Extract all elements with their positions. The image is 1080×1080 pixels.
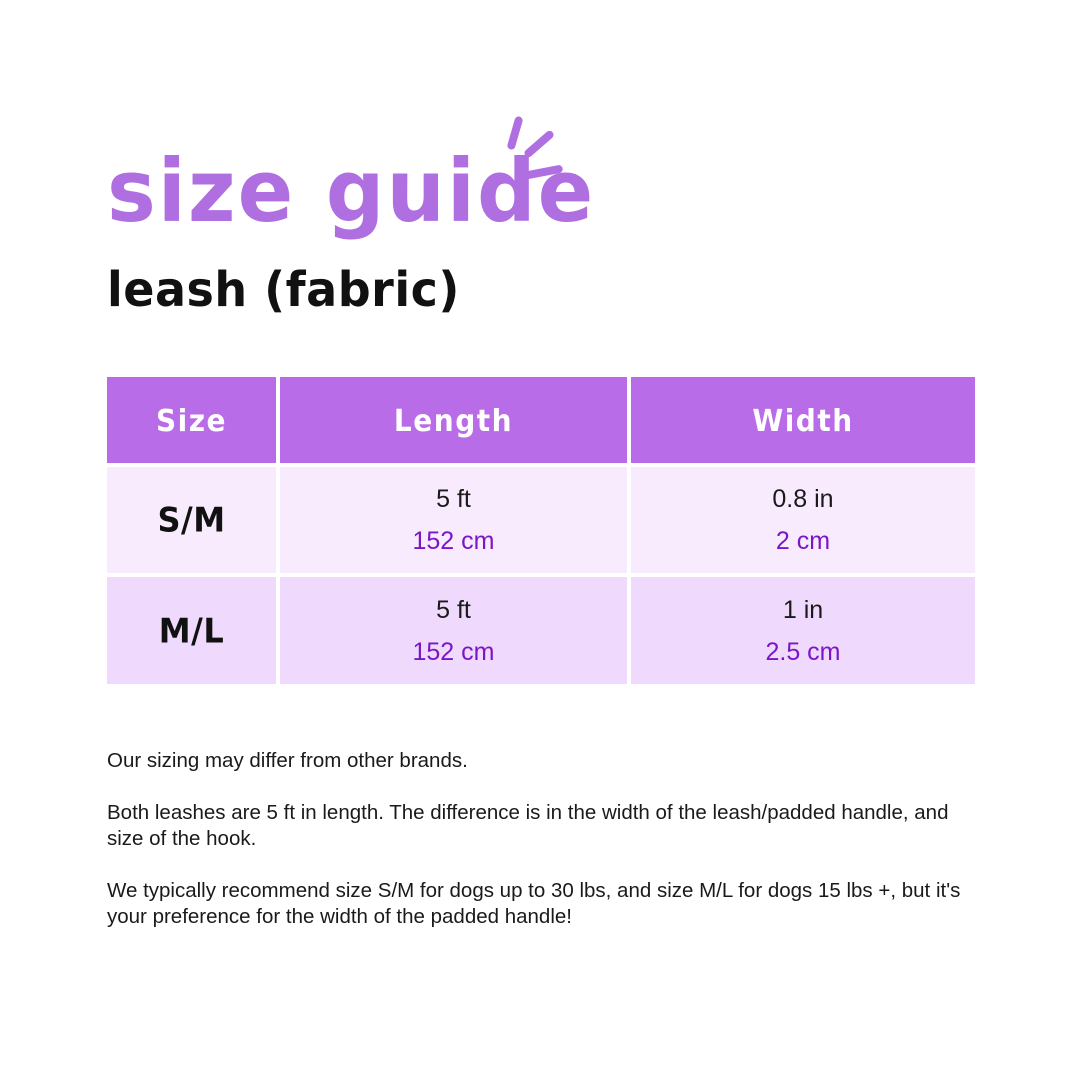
page-title: size guide [107, 141, 596, 243]
length-imperial-value: 5 ft [436, 485, 471, 513]
note-paragraph-2: Both leashes are 5 ft in length. The dif… [107, 801, 949, 850]
width-imperial-value: 0.8 in [772, 485, 834, 513]
notes-section: Our sizing may differ from other brands.… [107, 748, 967, 930]
column-header-length: Length [393, 402, 514, 438]
length-imperial-value: 5 ft [436, 595, 471, 624]
column-header-width: Width [752, 402, 854, 438]
width-metric-value: 2 cm [775, 527, 831, 555]
table-header-cell-width: Width [631, 377, 975, 463]
column-header-size: Size [155, 402, 228, 438]
length-metric-value: 152 cm [412, 637, 495, 666]
cell-width-ml: 1 in 2.5 cm [631, 577, 975, 684]
table-row: S/M 5 ft 152 cm 0.8 in 2 cm [107, 467, 975, 573]
cell-length-ml: 5 ft 152 cm [280, 577, 627, 684]
page-subtitle: leash (fabric) [107, 260, 460, 318]
cell-size-sm: S/M [107, 467, 276, 573]
note-paragraph-1: Our sizing may differ from other brands. [107, 749, 468, 772]
table-header-cell-length: Length [280, 377, 627, 463]
length-metric-value: 152 cm [412, 527, 495, 555]
table-header-row: Size Length Width [107, 377, 975, 463]
cell-width-sm: 0.8 in 2 cm [631, 467, 975, 573]
table-row: M/L 5 ft 152 cm 1 in 2.5 cm [107, 577, 975, 684]
cell-length-sm: 5 ft 152 cm [280, 467, 627, 573]
cell-size-ml: M/L [107, 577, 276, 684]
title-block: size guide [107, 115, 807, 238]
table-header-cell-size: Size [107, 377, 276, 463]
main-title-row: size guide [107, 115, 595, 238]
size-label: M/L [158, 610, 225, 651]
size-label: S/M [157, 499, 226, 541]
width-imperial-value: 1 in [782, 595, 824, 624]
width-metric-value: 2.5 cm [765, 637, 841, 666]
note-paragraph-3: We typically recommend size S/M for dogs… [107, 879, 961, 928]
size-table: Size Length Width S/M 5 ft 152 cm 0.8 in… [107, 377, 975, 684]
